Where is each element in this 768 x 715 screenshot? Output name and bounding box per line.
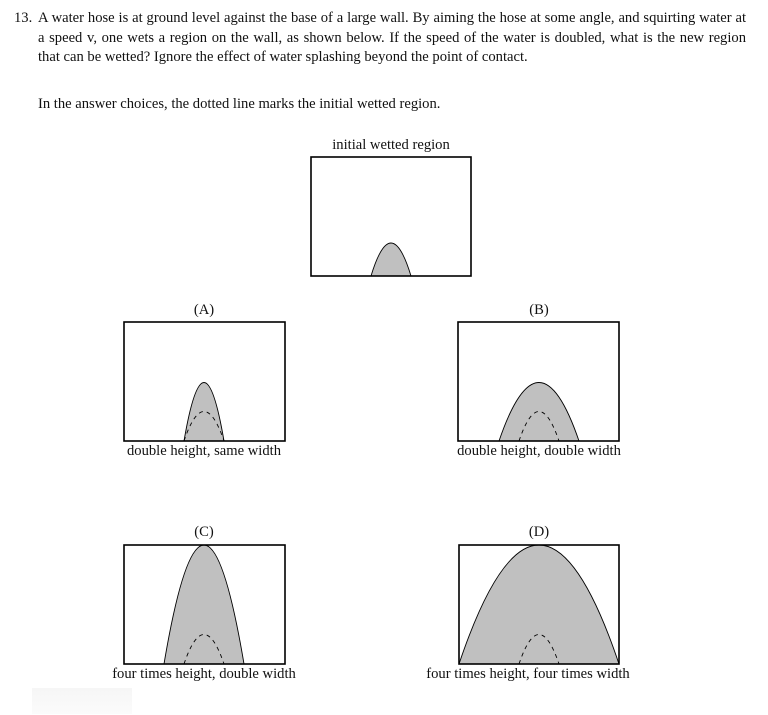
choice-c-wetted-region xyxy=(163,544,245,665)
answer-note: In the answer choices, the dotted line m… xyxy=(38,96,441,112)
choice-d-initial-outline xyxy=(518,634,560,665)
choice-c-initial-outline xyxy=(183,634,225,665)
problem-text: A water hose is at ground level against … xyxy=(38,10,746,66)
choice-a-caption: double height, same width xyxy=(126,443,282,459)
choice-d-wetted-region xyxy=(458,544,620,665)
initial-wetted-region xyxy=(370,242,412,277)
choice-c-letter: (C) xyxy=(194,524,214,540)
problem-statement: 13. A water hose is at ground level agai… xyxy=(14,9,746,112)
initial-wall xyxy=(310,156,472,277)
choice-b-letter: (B) xyxy=(529,302,549,318)
choice-c-diagram xyxy=(123,544,286,665)
initial-region-label: initial wetted region xyxy=(332,137,450,153)
choice-c-wall xyxy=(123,544,286,665)
choice-b-wetted-region xyxy=(498,382,580,442)
choice-a-wall xyxy=(123,321,286,442)
problem-number: 13. xyxy=(14,10,33,26)
choice-d-caption: four times height, four times width xyxy=(426,666,630,682)
choice-a-diagram xyxy=(123,321,286,442)
choice-d-letter: (D) xyxy=(528,524,550,540)
choice-a-initial-outline xyxy=(183,411,225,442)
page-shadow xyxy=(32,688,132,714)
initial-diagram xyxy=(310,156,472,277)
choice-d-wall xyxy=(458,544,620,665)
choice-b-caption: double height, double width xyxy=(457,443,621,459)
choice-d-diagram xyxy=(458,544,620,665)
choice-b-initial-outline xyxy=(518,411,560,442)
choice-a-wetted-region xyxy=(183,382,225,442)
choice-b-diagram xyxy=(457,321,620,442)
choice-c-caption: four times height, double width xyxy=(112,666,296,682)
choice-b-wall xyxy=(457,321,620,442)
choice-a-letter: (A) xyxy=(193,302,215,318)
